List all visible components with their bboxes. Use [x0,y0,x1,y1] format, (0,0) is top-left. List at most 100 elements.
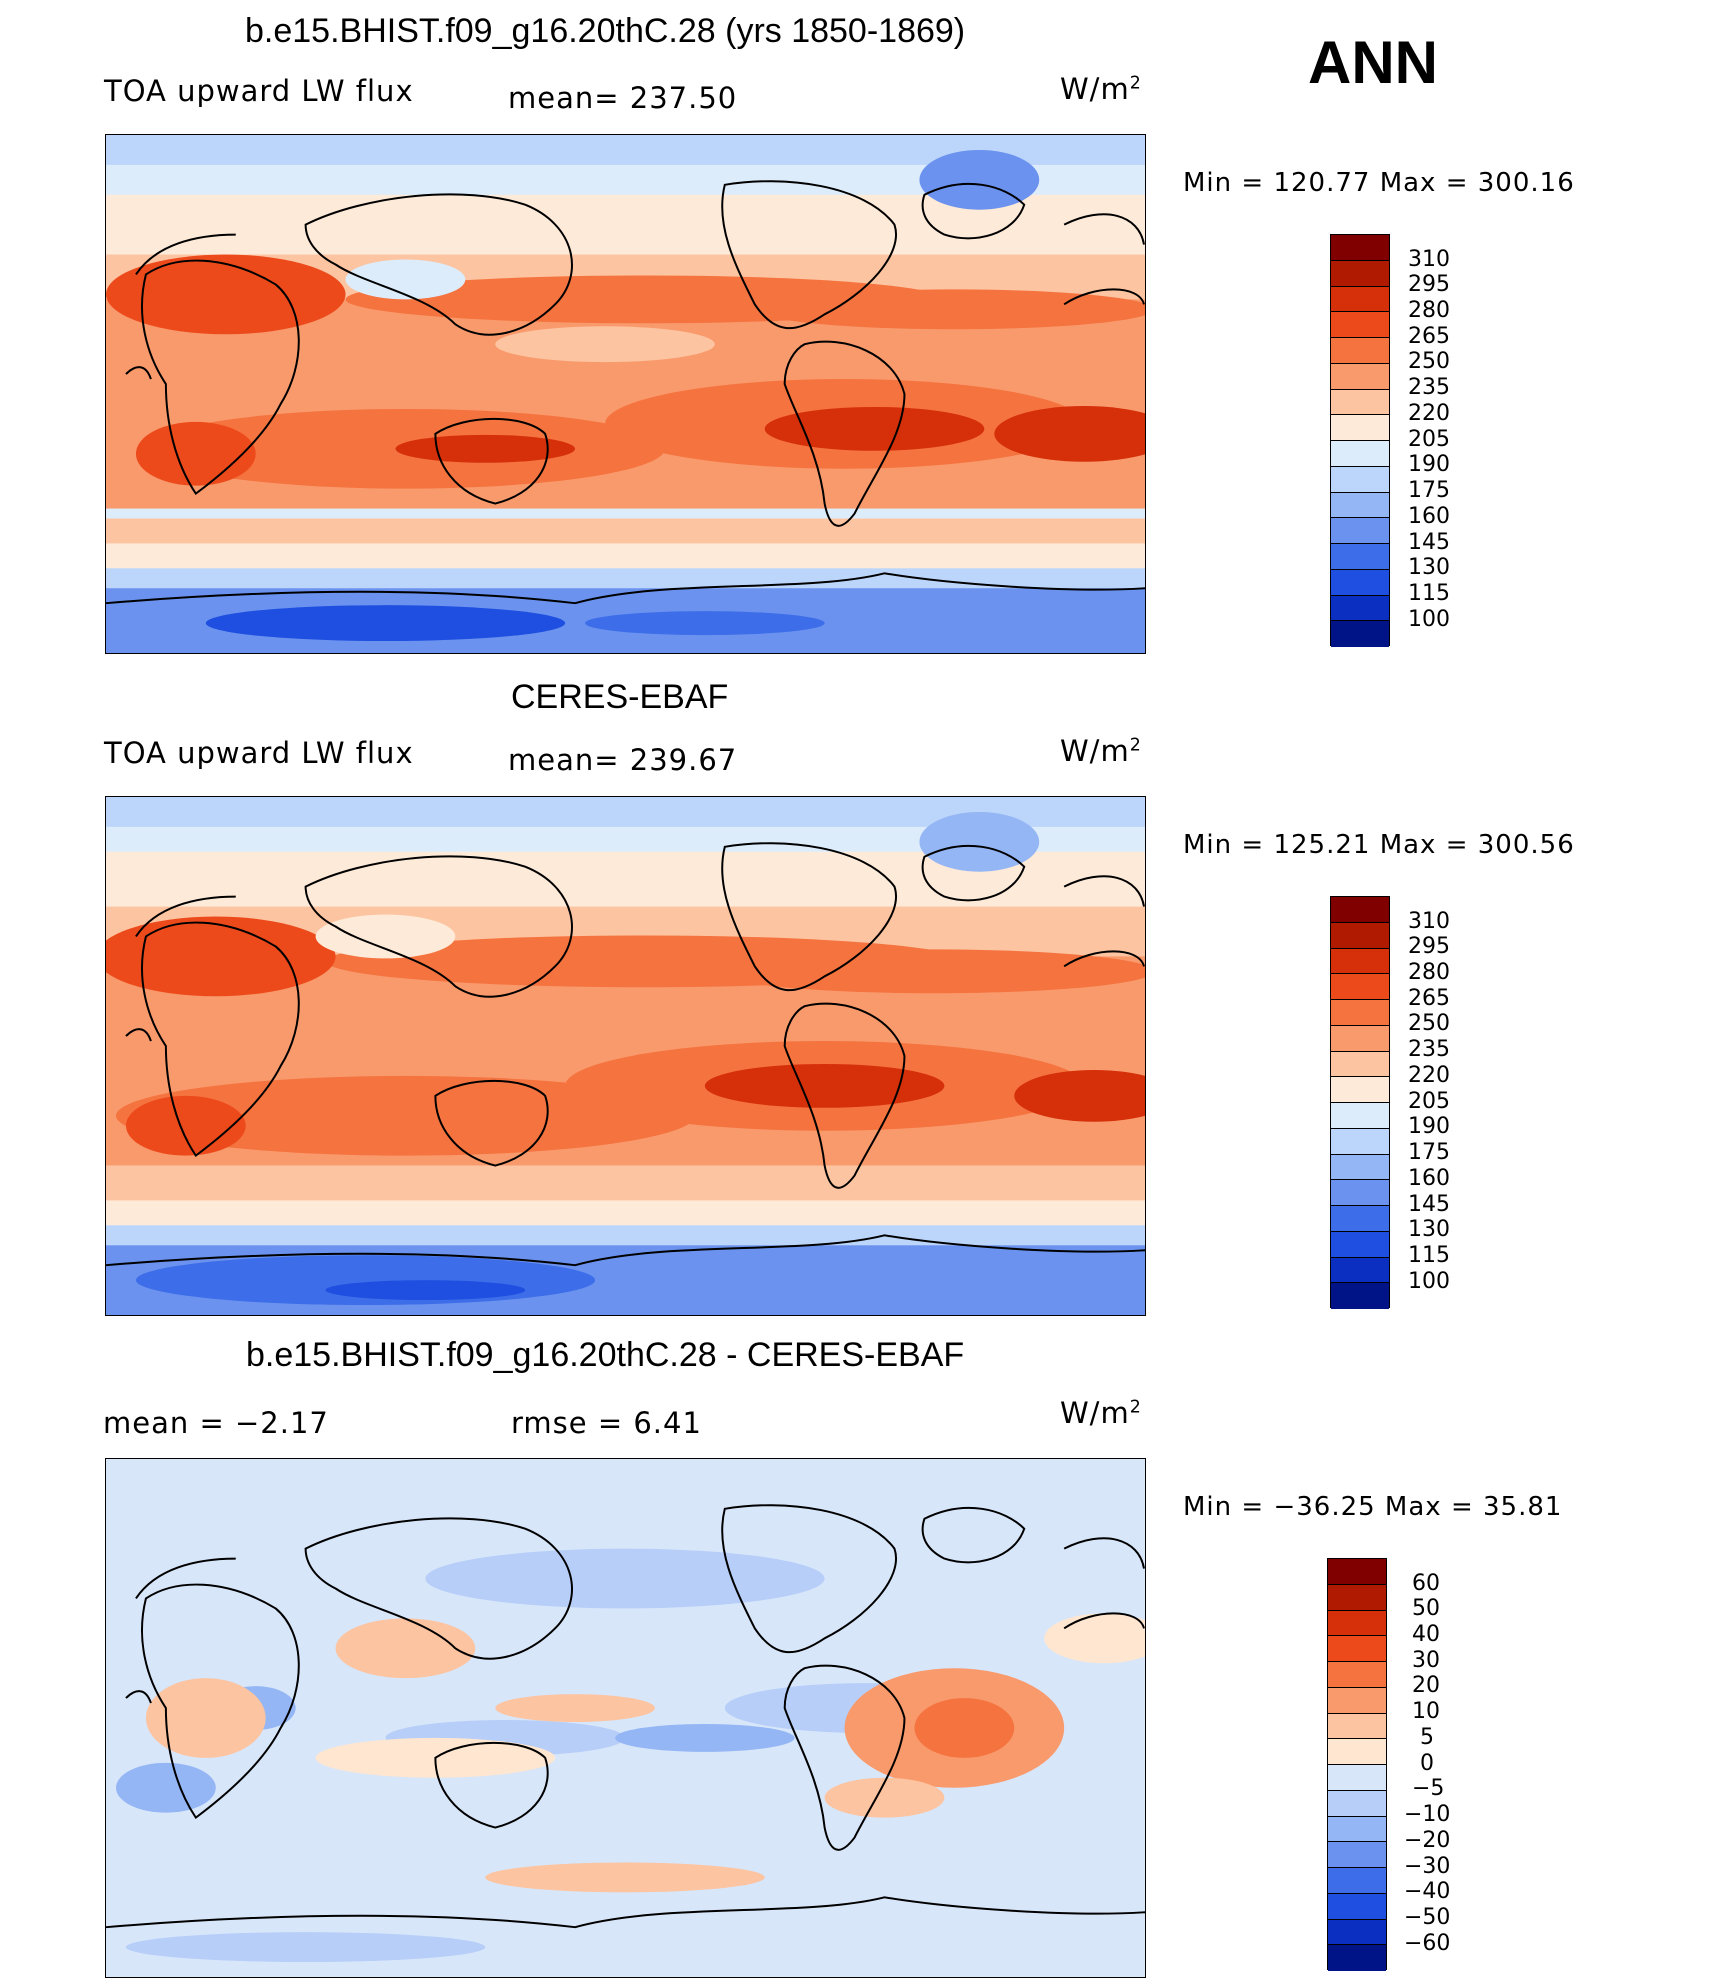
colorbar-swatch [1331,1283,1389,1309]
colorbar-swatch [1331,286,1389,313]
colorbar-tick-label: 220 [1408,1063,1450,1088]
colorbar-swatch [1331,518,1389,544]
colorbar-tick-label: 175 [1408,1140,1450,1165]
colorbar-swatch [1331,492,1389,519]
colorbar-tick-label: 235 [1408,375,1450,400]
colorbar-tick-label: −20 [1404,1828,1451,1853]
colorbar-tick-label: 280 [1408,960,1450,985]
colorbar-swatch [1331,595,1389,622]
colorbar-swatch [1328,1713,1386,1740]
colorbar-tick-label: 175 [1408,478,1450,503]
colorbar-swatch [1331,1206,1389,1232]
panel2-units: W/m2 [1060,734,1142,768]
colorbar-tick-label: 115 [1408,1243,1450,1268]
colorbar-tick-label: −30 [1404,1854,1451,1879]
colorbar-tick-label: 310 [1408,247,1450,272]
colorbar-swatch [1331,1077,1389,1103]
panel2-minmax: Min = 125.21 Max = 300.56 [1183,830,1575,860]
colorbar-tick-label: 280 [1408,298,1450,323]
panel3-minmax: Min = −36.25 Max = 35.81 [1183,1492,1563,1522]
colorbar-tick-label: 205 [1408,427,1450,452]
panel1-map [105,134,1146,654]
colorbar-swatch [1331,466,1389,493]
colorbar-tick-label: 190 [1408,1114,1450,1139]
colorbar-swatch [1328,1919,1386,1946]
colorbar-swatch [1331,974,1389,1000]
colorbar-swatch [1331,260,1389,287]
colorbar-swatch [1328,1662,1386,1688]
colorbar-tick-label: 30 [1412,1648,1440,1673]
panel1-title: b.e15.BHIST.f09_g16.20thC.28 (yrs 1850-1… [245,12,966,50]
panel1-map-plot [106,135,1145,653]
colorbar-swatch [1331,1180,1389,1206]
colorbar-swatch [1328,1610,1386,1637]
colorbar-tick-label: −50 [1404,1905,1451,1930]
colorbar-swatch [1328,1636,1386,1662]
colorbar-tick-label: 50 [1412,1596,1440,1621]
colorbar-swatch [1331,948,1389,975]
colorbar-tick-label: 295 [1408,272,1450,297]
colorbar-swatch [1328,1816,1386,1843]
panel1-minmax: Min = 120.77 Max = 300.16 [1183,168,1575,198]
season-label: ANN [1308,29,1438,96]
colorbar-tick-label: −40 [1404,1879,1451,1904]
colorbar-swatch [1331,544,1389,570]
colorbar-swatch [1328,1765,1386,1791]
panel3-map-plot [106,1459,1145,1977]
colorbar-swatch [1328,1868,1386,1894]
colorbar-tick-label: 10 [1412,1699,1440,1724]
colorbar-tick-label: 265 [1408,324,1450,349]
panel3-mean-label: mean = −2.17 [103,1406,329,1440]
colorbar-tick-label: 60 [1412,1571,1440,1596]
colorbar-tick-label: 190 [1408,452,1450,477]
colorbar-swatch [1328,1559,1386,1585]
colorbar-tick-label: 310 [1408,909,1450,934]
panel3-title: b.e15.BHIST.f09_g16.20thC.28 - CERES-EBA… [246,1336,965,1374]
colorbar-tick-label: 295 [1408,934,1450,959]
colorbar-swatch [1331,621,1389,647]
panel2-title: CERES-EBAF [511,678,729,716]
colorbar-swatch [1331,569,1389,596]
colorbar-tick-label: −60 [1404,1931,1451,1956]
colorbar-tick-label: 145 [1408,1192,1450,1217]
colorbar-tick-label: 0 [1420,1751,1434,1776]
colorbar-tick-label: 220 [1408,401,1450,426]
colorbar-tick-label: 265 [1408,986,1450,1011]
colorbar-tick-label: 145 [1408,530,1450,555]
colorbar-swatch [1328,1687,1386,1714]
colorbar-swatch [1331,415,1389,441]
colorbar-tick-label: 20 [1412,1673,1440,1698]
panel2-map-plot [106,797,1145,1315]
colorbar-tick-label: 130 [1408,1217,1450,1242]
colorbar-swatch [1331,1025,1389,1052]
panel3-units: W/m2 [1060,1396,1142,1430]
colorbar-tick-label: −10 [1404,1802,1451,1827]
panel2-mean-label: mean= 239.67 [508,743,738,777]
panel2-colorbar [1330,896,1390,1309]
colorbar-swatch [1328,1584,1386,1611]
colorbar-swatch [1331,312,1389,338]
panel3-colorbar [1327,1558,1387,1971]
colorbar-tick-label: 130 [1408,555,1450,580]
colorbar-swatch [1328,1893,1386,1920]
colorbar-swatch [1331,897,1389,923]
colorbar-swatch [1331,363,1389,390]
colorbar-swatch [1331,338,1389,364]
colorbar-swatch [1331,1128,1389,1155]
panel1-mean-label: mean= 237.50 [508,81,738,115]
colorbar-swatch [1331,1051,1389,1078]
colorbar-tick-label: 160 [1408,504,1450,529]
colorbar-swatch [1328,1790,1386,1817]
colorbar-swatch [1331,389,1389,416]
colorbar-swatch [1331,1103,1389,1129]
colorbar-swatch [1331,1231,1389,1258]
colorbar-tick-label: 40 [1412,1622,1440,1647]
colorbar-swatch [1331,922,1389,949]
colorbar-tick-label: 115 [1408,581,1450,606]
colorbar-tick-label: 5 [1420,1725,1434,1750]
colorbar-tick-label: 160 [1408,1166,1450,1191]
panel1-variable-label: TOA upward LW flux [104,74,414,108]
colorbar-swatch [1331,1257,1389,1284]
colorbar-tick-label: 235 [1408,1037,1450,1062]
colorbar-tick-label: 100 [1408,607,1450,632]
